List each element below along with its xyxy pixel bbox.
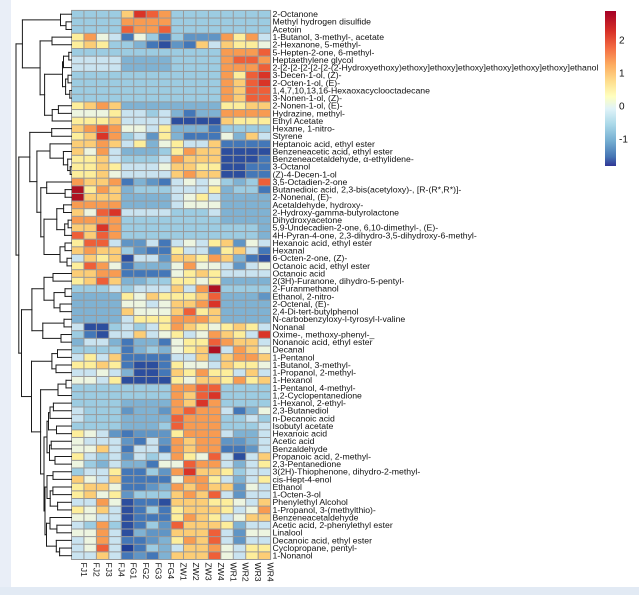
svg-text:2,3-Butanediol: 2,3-Butanediol xyxy=(273,406,329,416)
svg-text:2-Octanone: 2-Octanone xyxy=(273,9,319,19)
svg-text:Ethyl Acetate: Ethyl Acetate xyxy=(273,116,324,126)
svg-text:Ethanol: Ethanol xyxy=(273,482,303,492)
svg-text:Methyl hydrogen disulfide: Methyl hydrogen disulfide xyxy=(273,17,372,27)
svg-text:WR1: WR1 xyxy=(228,563,238,582)
svg-text:2(3H)-Furanone, dihydro-5-pent: 2(3H)-Furanone, dihydro-5-pentyl- xyxy=(273,276,405,286)
svg-text:2-[2-[2-[2-[2-[2-(2-Hydroxyeth: 2-[2-[2-[2-[2-[2-(2-Hydroxyethoxy)ethoxy… xyxy=(273,63,599,73)
svg-text:3(2H)-Thiophenone, dihydro-2-m: 3(2H)-Thiophenone, dihydro-2-methyl- xyxy=(273,467,421,477)
svg-text:Hexane, 1-nitro-: Hexane, 1-nitro- xyxy=(273,124,335,134)
svg-text:WR2: WR2 xyxy=(241,563,251,582)
svg-text:1-Nonanol: 1-Nonanol xyxy=(273,551,313,561)
svg-text:2-Octenal, (E)-: 2-Octenal, (E)- xyxy=(273,299,330,309)
svg-text:WR3: WR3 xyxy=(253,563,263,582)
svg-text:ZW1: ZW1 xyxy=(178,563,188,581)
svg-text:1-Hexanol, 2-ethyl-: 1-Hexanol, 2-ethyl- xyxy=(273,398,347,408)
svg-text:Butanedioic acid, 2,3-bis(acet: Butanedioic acid, 2,3-bis(acetyloxy)-, [… xyxy=(273,185,462,195)
svg-text:Nonanal: Nonanal xyxy=(273,322,305,332)
svg-text:Linalool: Linalool xyxy=(273,528,303,538)
svg-text:Benzeneacetaldehyde, α-ethylid: Benzeneacetaldehyde, α-ethylidene- xyxy=(273,154,414,164)
svg-text:ZW3: ZW3 xyxy=(203,563,213,581)
svg-text:1-Propanol, 3-(methylthio)-: 1-Propanol, 3-(methylthio)- xyxy=(273,505,376,515)
svg-text:1,4,7,10,13,16-Hexaoxacyclooct: 1,4,7,10,13,16-Hexaoxacyclooctadecane xyxy=(273,85,431,95)
svg-text:6-Octen-2-one, (Z)-: 6-Octen-2-one, (Z)- xyxy=(273,253,348,263)
svg-text:FJ1: FJ1 xyxy=(79,563,89,578)
svg-text:2-Nonenal, (E)-: 2-Nonenal, (E)- xyxy=(273,192,332,202)
svg-text:Acetoin: Acetoin xyxy=(273,24,302,34)
svg-text:3-Nonen-1-ol, (Z)-: 3-Nonen-1-ol, (Z)- xyxy=(273,93,343,103)
svg-text:1-Pentanol, 4-methyl-: 1-Pentanol, 4-methyl- xyxy=(273,383,356,393)
svg-text:1-Octen-3-ol: 1-Octen-3-ol xyxy=(273,490,321,500)
svg-text:3-Decen-1-ol, (Z)-: 3-Decen-1-ol, (Z)- xyxy=(273,70,342,80)
svg-text:FJ2: FJ2 xyxy=(91,563,101,578)
svg-text:Heptanoic acid, ethyl ester: Heptanoic acid, ethyl ester xyxy=(273,139,375,149)
svg-text:Hydrazine, methyl-: Hydrazine, methyl- xyxy=(273,108,346,118)
svg-text:Hexanoic acid, ethyl ester: Hexanoic acid, ethyl ester xyxy=(273,238,373,248)
svg-text:Decanoic acid, ethyl ester: Decanoic acid, ethyl ester xyxy=(273,535,373,545)
svg-text:N-carbobenzyloxy-l-tyrosyl-l-v: N-carbobenzyloxy-l-tyrosyl-l-valine xyxy=(273,314,406,324)
svg-text:2,4-Di-tert-butylphenol: 2,4-Di-tert-butylphenol xyxy=(273,307,359,317)
svg-text:ZW2: ZW2 xyxy=(191,563,201,581)
svg-text:1: 1 xyxy=(619,69,625,80)
svg-text:2-Hydroxy-gamma-butyrolactone: 2-Hydroxy-gamma-butyrolactone xyxy=(273,207,400,217)
svg-text:Acetic acid: Acetic acid xyxy=(273,436,315,446)
svg-text:Benzeneacetic acid, ethyl este: Benzeneacetic acid, ethyl ester xyxy=(273,146,393,156)
svg-text:Acetaldehyde, hydroxy-: Acetaldehyde, hydroxy- xyxy=(273,200,364,210)
svg-text:5,9-Undecadien-2-one, 6,10-dim: 5,9-Undecadien-2-one, 6,10-dimethyl-, (E… xyxy=(273,223,439,233)
svg-text:3,5-Octadien-2-one: 3,5-Octadien-2-one xyxy=(273,177,348,187)
svg-text:Oxime-, methoxy-phenyl-_: Oxime-, methoxy-phenyl-_ xyxy=(273,329,375,339)
svg-text:2-Furanmethanol: 2-Furanmethanol xyxy=(273,284,339,294)
svg-text:0: 0 xyxy=(619,102,625,113)
svg-text:WR4: WR4 xyxy=(266,563,276,582)
svg-text:Heptaethylene glycol: Heptaethylene glycol xyxy=(273,55,354,65)
svg-text:1-Pentanol: 1-Pentanol xyxy=(273,352,315,362)
svg-text:Ethanol, 2-nitro-: Ethanol, 2-nitro- xyxy=(273,291,335,301)
svg-text:FG1: FG1 xyxy=(129,563,139,580)
svg-text:2-Nonen-1-ol, (E)-: 2-Nonen-1-ol, (E)- xyxy=(273,101,343,111)
svg-text:2-Hexanone, 5-methyl-: 2-Hexanone, 5-methyl- xyxy=(273,40,361,50)
svg-text:FJ4: FJ4 xyxy=(116,563,126,578)
svg-text:3-Octanol: 3-Octanol xyxy=(273,162,311,172)
svg-text:2-Octen-1-ol, (E)-: 2-Octen-1-ol, (E)- xyxy=(273,78,341,88)
svg-text:1-Butanol, 3-methyl-, acetate: 1-Butanol, 3-methyl-, acetate xyxy=(273,32,385,42)
svg-text:4H-Pyran-4-one, 2,3-dihydro-3,: 4H-Pyran-4-one, 2,3-dihydro-3,5-dihydrox… xyxy=(273,230,477,240)
svg-text:1,2-Cyclopentanedione: 1,2-Cyclopentanedione xyxy=(273,390,363,400)
svg-text:Propanoic acid, 2-methyl-: Propanoic acid, 2-methyl- xyxy=(273,451,372,461)
svg-text:Acetic acid, 2-phenylethyl est: Acetic acid, 2-phenylethyl ester xyxy=(273,520,393,530)
svg-text:FG3: FG3 xyxy=(154,563,164,580)
svg-text:1-Butanol, 3-methyl-: 1-Butanol, 3-methyl- xyxy=(273,360,351,370)
svg-text:FG2: FG2 xyxy=(141,563,151,580)
svg-text:Isobutyl acetate: Isobutyl acetate xyxy=(273,421,334,431)
svg-text:(Z)-4-Decen-1-ol: (Z)-4-Decen-1-ol xyxy=(273,169,337,179)
svg-text:Phenylethyl Alcohol: Phenylethyl Alcohol xyxy=(273,497,348,507)
svg-text:Octanoic acid: Octanoic acid xyxy=(273,268,326,278)
svg-text:Benzaldehyde: Benzaldehyde xyxy=(273,444,328,454)
svg-text:1-Propanol, 2-methyl-: 1-Propanol, 2-methyl- xyxy=(273,368,357,378)
svg-text:Cyclopropane, pentyl-: Cyclopropane, pentyl- xyxy=(273,543,358,553)
svg-text:Nonanoic acid, ethyl ester: Nonanoic acid, ethyl ester xyxy=(273,337,373,347)
svg-text:Decanal: Decanal xyxy=(273,345,305,355)
svg-text:cis-Hept-4-enol: cis-Hept-4-enol xyxy=(273,474,332,484)
svg-text:-1: -1 xyxy=(619,135,628,146)
svg-text:ZW4: ZW4 xyxy=(216,563,226,581)
svg-text:Hexanoic acid: Hexanoic acid xyxy=(273,429,328,439)
svg-text:n-Decanoic acid: n-Decanoic acid xyxy=(273,413,335,423)
svg-text:Octanoic acid, ethyl ester: Octanoic acid, ethyl ester xyxy=(273,261,371,271)
svg-text:2: 2 xyxy=(619,36,625,47)
svg-text:Benzeneacetaldehyde: Benzeneacetaldehyde xyxy=(273,512,359,522)
svg-text:Dihydroxyacetone: Dihydroxyacetone xyxy=(273,215,343,225)
svg-text:5-Hepten-2-one, 6-methyl-: 5-Hepten-2-one, 6-methyl- xyxy=(273,47,375,57)
svg-text:2,3-Pentanedione: 2,3-Pentanedione xyxy=(273,459,342,469)
svg-text:FJ3: FJ3 xyxy=(104,563,114,578)
svg-text:Hexanal: Hexanal xyxy=(273,246,305,256)
svg-text:Styrene: Styrene xyxy=(273,131,303,141)
svg-text:FG4: FG4 xyxy=(166,563,176,580)
svg-text:1-Hexanol: 1-Hexanol xyxy=(273,375,313,385)
